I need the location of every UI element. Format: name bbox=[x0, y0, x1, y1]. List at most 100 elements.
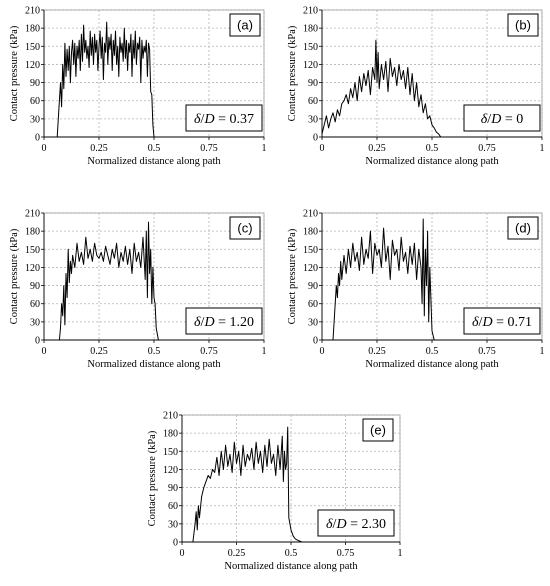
y-tick-label: 30 bbox=[308, 114, 318, 125]
panel-label-box bbox=[229, 216, 261, 240]
x-tick-label: 0.5 bbox=[148, 346, 161, 357]
x-tick-label: 1 bbox=[540, 346, 545, 357]
x-tick-label: 1 bbox=[540, 143, 545, 154]
panel-label-box bbox=[229, 13, 261, 37]
y-tick-label: 30 bbox=[30, 317, 40, 328]
y-tick-label: 60 bbox=[30, 96, 40, 107]
annotation-box bbox=[185, 307, 263, 335]
y-axis-label: Contact pressure (kPa) bbox=[9, 25, 20, 121]
chart-panel-4: 0 30 60 90 120 150 180 210 0 0.25 0.5 0.75 1 Normaliz… bbox=[287, 209, 545, 371]
y-tick-label: 180 bbox=[303, 24, 318, 35]
x-tick-label: 0.25 bbox=[368, 143, 386, 154]
y-tick-label: 180 bbox=[163, 429, 178, 440]
panel-label-box bbox=[507, 216, 539, 240]
delta-symbol: δ bbox=[194, 315, 201, 330]
equals: = bbox=[215, 315, 230, 330]
annotation-box bbox=[317, 509, 395, 537]
y-tick-label: 150 bbox=[163, 447, 178, 458]
x-tick-label: 1 bbox=[262, 143, 267, 154]
series-line bbox=[322, 218, 542, 341]
y-tick-label: 90 bbox=[308, 281, 318, 292]
x-tick-label: 0.75 bbox=[478, 346, 496, 357]
x-tick-label: 0.75 bbox=[478, 143, 496, 154]
y-tick-label: 150 bbox=[25, 42, 40, 53]
y-tick-label: 120 bbox=[163, 465, 178, 476]
y-tick-label: 60 bbox=[308, 96, 318, 107]
slash: / bbox=[333, 517, 337, 532]
x-axis-label: Normalized distance along path bbox=[87, 156, 221, 167]
panel-label: (a) bbox=[237, 18, 253, 33]
chart-panel-3: 0 30 60 90 120 150 180 210 0 0.25 0.5 0.75 1 Normaliz… bbox=[9, 209, 267, 371]
y-tick-label: 30 bbox=[168, 519, 178, 530]
x-tick-label: 0.5 bbox=[426, 143, 439, 154]
y-tick-label: 120 bbox=[303, 60, 318, 71]
y-tick-label: 0 bbox=[313, 336, 318, 347]
chart-panel-5: 0 30 60 90 120 150 180 210 0 0.25 0.5 0.75 1 Normaliz… bbox=[147, 411, 403, 573]
x-tick-label: 0 bbox=[42, 346, 47, 357]
delta-symbol: δ bbox=[326, 517, 333, 532]
slash: / bbox=[201, 112, 205, 127]
panel-label: (d) bbox=[515, 221, 531, 236]
y-tick-label: 150 bbox=[303, 245, 318, 256]
annotation-value: 1.20 bbox=[229, 315, 254, 330]
d-symbol: D bbox=[490, 112, 501, 127]
delta-symbol: δ bbox=[194, 112, 201, 127]
d-symbol: D bbox=[203, 315, 214, 330]
x-axis-label: Normalized distance along path bbox=[87, 359, 221, 370]
y-tick-label: 210 bbox=[163, 411, 178, 422]
x-tick-label: 0.5 bbox=[148, 143, 161, 154]
y-tick-label: 0 bbox=[313, 133, 318, 144]
y-tick-label: 150 bbox=[303, 42, 318, 53]
panel-label: (c) bbox=[237, 221, 252, 236]
annotation-box bbox=[463, 104, 541, 132]
d-symbol: D bbox=[335, 517, 346, 532]
y-tick-label: 0 bbox=[35, 133, 40, 144]
x-tick-label: 0.5 bbox=[285, 548, 298, 559]
annotation-value: 2.30 bbox=[361, 517, 386, 532]
slash: / bbox=[487, 112, 491, 127]
y-tick-label: 120 bbox=[25, 60, 40, 71]
annotation-box bbox=[463, 307, 541, 335]
y-axis-label: Contact pressure (kPa) bbox=[287, 228, 298, 324]
equals: = bbox=[501, 112, 516, 127]
delta-over-d-annotation: δ/D = 0.37 bbox=[194, 112, 254, 127]
x-tick-label: 0.25 bbox=[90, 143, 108, 154]
series-line bbox=[321, 39, 542, 138]
panel-label-box bbox=[507, 13, 539, 37]
y-tick-label: 120 bbox=[25, 263, 40, 274]
y-tick-label: 0 bbox=[173, 538, 178, 549]
x-tick-label: 0.75 bbox=[200, 346, 218, 357]
y-tick-label: 150 bbox=[25, 245, 40, 256]
equals: = bbox=[493, 315, 508, 330]
y-tick-label: 210 bbox=[25, 6, 40, 17]
x-tick-label: 1 bbox=[262, 346, 267, 357]
y-tick-label: 90 bbox=[168, 483, 178, 494]
y-tick-label: 210 bbox=[303, 209, 318, 220]
x-tick-label: 0 bbox=[320, 346, 325, 357]
y-tick-label: 180 bbox=[25, 227, 40, 238]
series-line bbox=[182, 426, 400, 543]
y-axis-label: Contact pressure (kPa) bbox=[9, 228, 20, 324]
delta-symbol: δ bbox=[481, 112, 488, 127]
x-tick-label: 1 bbox=[398, 548, 403, 559]
d-symbol: D bbox=[481, 315, 492, 330]
y-axis-label: Contact pressure (kPa) bbox=[287, 25, 298, 121]
x-tick-label: 0.5 bbox=[426, 346, 439, 357]
slash: / bbox=[479, 315, 483, 330]
x-axis-label: Normalized distance along path bbox=[365, 359, 499, 370]
x-tick-label: 0.25 bbox=[90, 346, 108, 357]
slash: / bbox=[201, 315, 205, 330]
y-tick-label: 180 bbox=[25, 24, 40, 35]
annotation-value: 0.71 bbox=[507, 315, 532, 330]
panel-label: (e) bbox=[370, 423, 386, 438]
x-tick-label: 0.25 bbox=[368, 346, 386, 357]
y-tick-label: 180 bbox=[303, 227, 318, 238]
y-tick-label: 90 bbox=[30, 78, 40, 89]
x-axis-label: Normalized distance along path bbox=[224, 561, 358, 572]
annotation-value: 0 bbox=[516, 112, 523, 127]
x-tick-label: 0.75 bbox=[337, 548, 355, 559]
y-tick-label: 60 bbox=[308, 299, 318, 310]
delta-over-d-annotation: δ/D = 2.30 bbox=[326, 517, 386, 532]
y-axis-label: Contact pressure (kPa) bbox=[147, 430, 158, 526]
